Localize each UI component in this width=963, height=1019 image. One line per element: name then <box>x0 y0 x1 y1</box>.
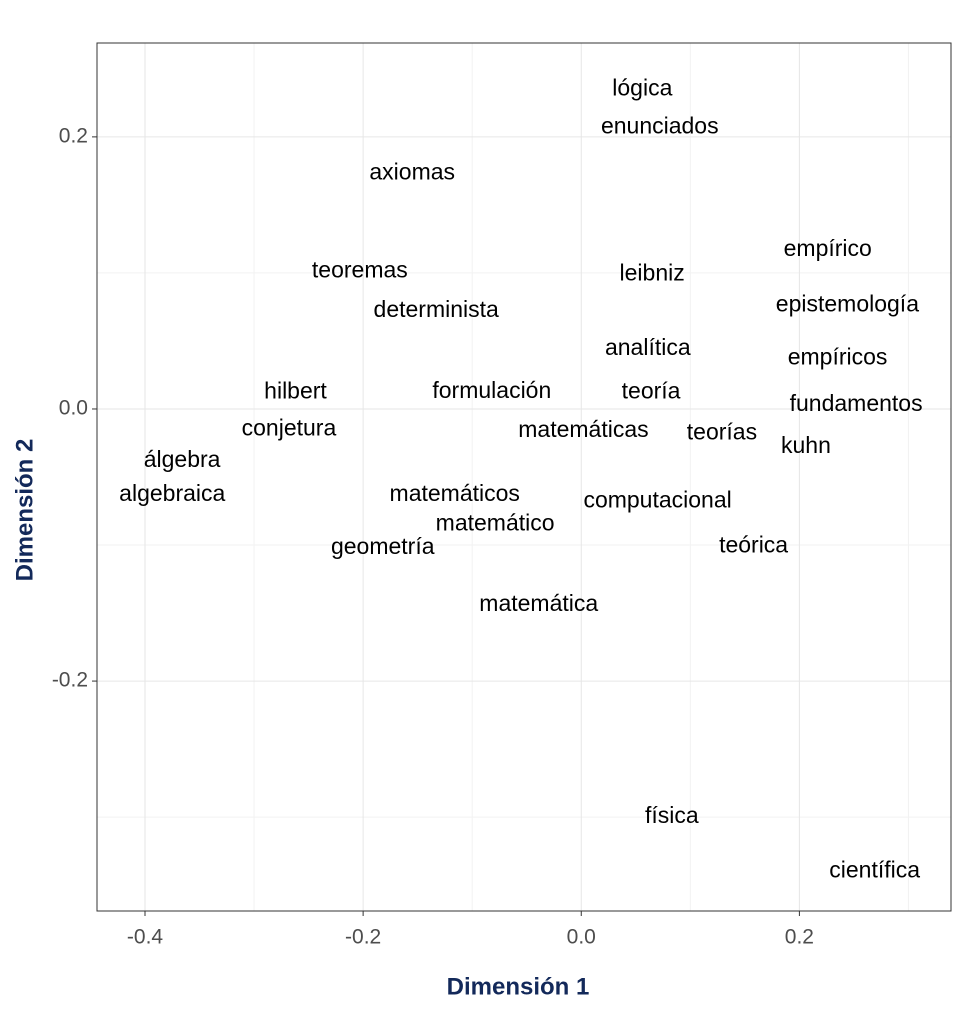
point-label: teórica <box>719 531 788 557</box>
point-label: algebraica <box>119 480 225 506</box>
point-label: física <box>645 802 699 828</box>
point-label: geometría <box>331 533 435 559</box>
plot-border <box>96 42 952 912</box>
point-label: leibniz <box>620 259 685 285</box>
point-label: determinista <box>374 296 499 322</box>
point-label: matemáticos <box>390 480 520 506</box>
point-label: enunciados <box>601 112 719 138</box>
point-label: álgebra <box>144 446 221 472</box>
x-tick-label: 0.0 <box>567 926 596 949</box>
y-axis-title: Dimensión 2 <box>11 439 38 582</box>
point-label: formulación <box>432 377 551 403</box>
x-axis-title: Dimensión 1 <box>447 973 590 1000</box>
point-label: matemático <box>436 510 555 536</box>
point-label: fundamentos <box>790 390 923 416</box>
y-tick-label: 0.2 <box>59 124 88 147</box>
point-label: lógica <box>612 74 672 100</box>
x-tick-label: -0.4 <box>127 926 164 949</box>
point-label: epistemología <box>776 291 919 317</box>
point-label: empíricos <box>788 344 888 370</box>
point-label: empírico <box>784 235 872 261</box>
point-label: kuhn <box>781 432 831 458</box>
point-label: conjetura <box>242 414 337 440</box>
point-label: computacional <box>583 487 731 513</box>
y-tick-label: 0.0 <box>59 397 88 420</box>
point-label: matemáticas <box>518 416 648 442</box>
x-tick-label: 0.2 <box>785 926 814 949</box>
point-label: teoremas <box>312 257 408 283</box>
x-tick-label: -0.2 <box>345 926 381 949</box>
point-label: matemática <box>479 590 598 616</box>
point-label: analítica <box>605 334 691 360</box>
point-label: científica <box>829 857 920 883</box>
point-label: teorías <box>687 419 757 445</box>
y-tick-label: -0.2 <box>52 669 88 692</box>
point-label: teoría <box>622 378 681 404</box>
point-label: hilbert <box>264 378 327 404</box>
point-label: axiomas <box>369 159 455 185</box>
